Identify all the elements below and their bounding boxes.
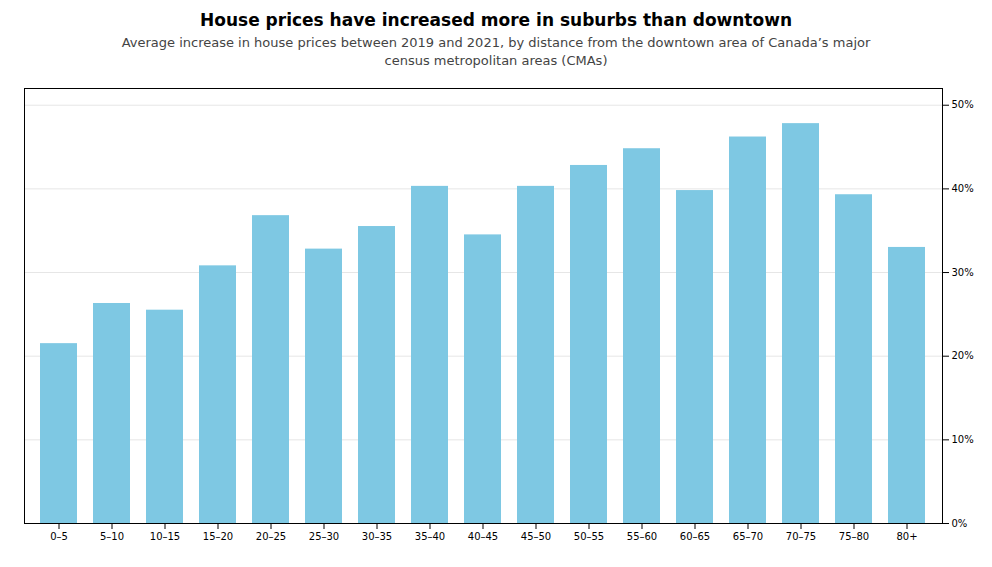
svg-text:15–20: 15–20 bbox=[203, 531, 233, 542]
svg-text:65–70: 65–70 bbox=[733, 531, 763, 542]
svg-text:30–35: 30–35 bbox=[362, 531, 392, 542]
svg-text:20%: 20% bbox=[952, 351, 974, 362]
svg-text:40–45: 40–45 bbox=[468, 531, 498, 542]
svg-text:20–25: 20–25 bbox=[256, 531, 286, 542]
svg-text:35–40: 35–40 bbox=[415, 531, 445, 542]
svg-text:50%: 50% bbox=[952, 100, 974, 111]
svg-text:5–10: 5–10 bbox=[100, 531, 124, 542]
svg-text:55–60: 55–60 bbox=[627, 531, 657, 542]
svg-text:75–80: 75–80 bbox=[839, 531, 869, 542]
svg-text:30%: 30% bbox=[952, 267, 974, 278]
svg-text:25–30: 25–30 bbox=[309, 531, 339, 542]
svg-text:60–65: 60–65 bbox=[680, 531, 710, 542]
svg-text:10%: 10% bbox=[952, 434, 974, 445]
svg-text:0%: 0% bbox=[952, 518, 968, 529]
svg-text:40%: 40% bbox=[952, 183, 974, 194]
svg-text:70–75: 70–75 bbox=[786, 531, 816, 542]
html-text:Average increase in house pric: Average increase in house prices between… bbox=[121, 35, 871, 69]
svg-text:45–50: 45–50 bbox=[521, 531, 551, 542]
svg-text:10–15: 10–15 bbox=[150, 531, 180, 542]
svg-text:80+: 80+ bbox=[896, 531, 917, 542]
svg-text:0–5: 0–5 bbox=[50, 531, 68, 542]
svg-text:50–55: 50–55 bbox=[574, 531, 604, 542]
html-text:House prices have increased mo: House prices have increased more in subu… bbox=[200, 10, 792, 30]
